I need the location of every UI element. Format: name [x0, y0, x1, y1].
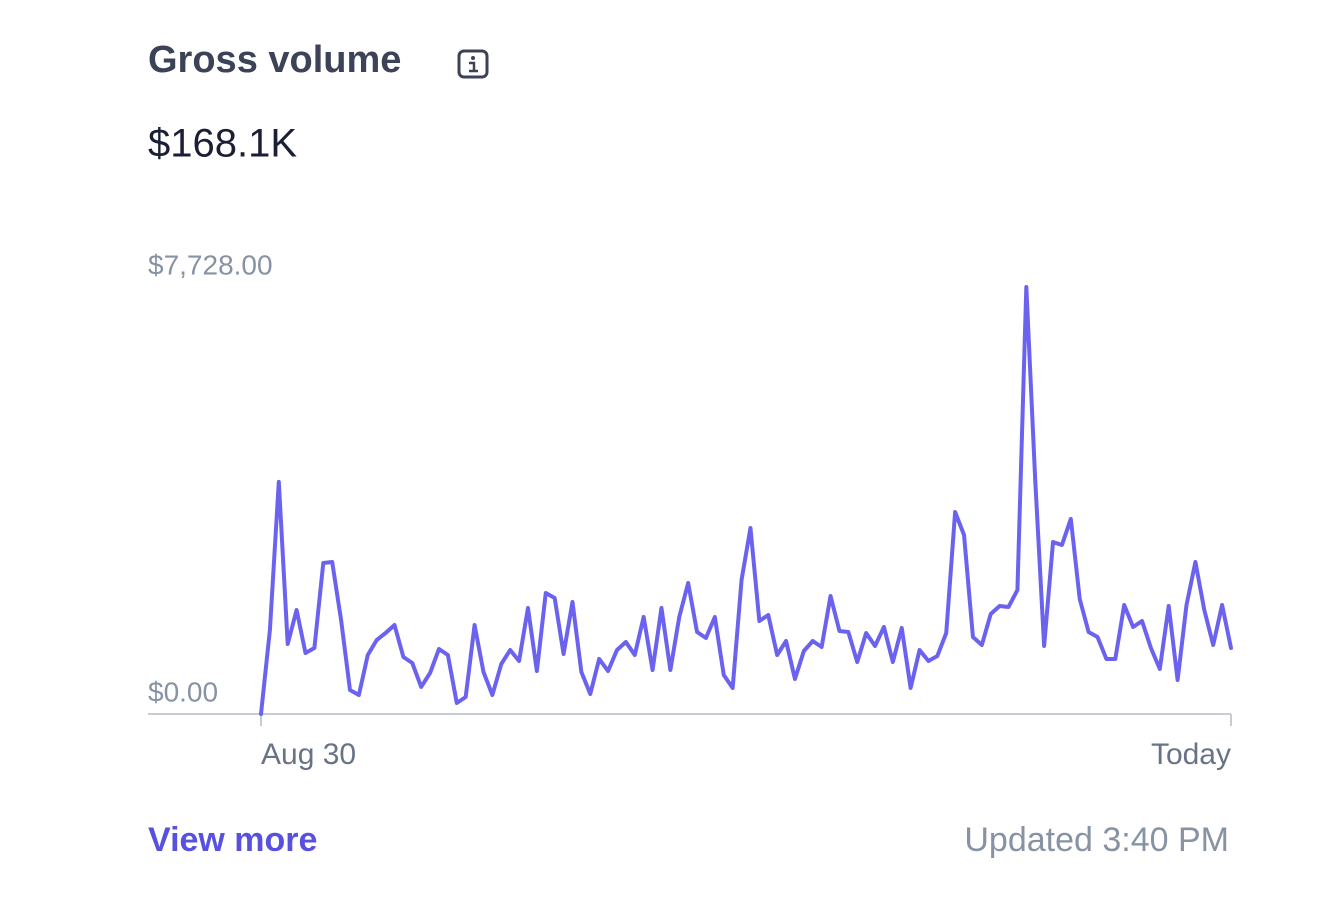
total-value: $168.1K — [148, 122, 297, 166]
data-line — [259, 285, 1233, 716]
info-icon-frame — [457, 49, 489, 79]
info-icon[interactable] — [457, 49, 489, 79]
view-more-link[interactable]: View more — [148, 821, 317, 859]
updated-time: Updated 3:40 PM — [964, 821, 1229, 859]
info-icon-dot — [471, 56, 475, 60]
y-tick-label: $0.00 — [148, 676, 218, 707]
info-icon-stem — [469, 61, 478, 73]
x-tick-label: Today — [1151, 738, 1231, 771]
x-tick-label: Aug 30 — [261, 738, 356, 771]
y-tick-label: $7,728.00 — [148, 249, 273, 280]
widget-title: Gross volume — [148, 39, 401, 81]
